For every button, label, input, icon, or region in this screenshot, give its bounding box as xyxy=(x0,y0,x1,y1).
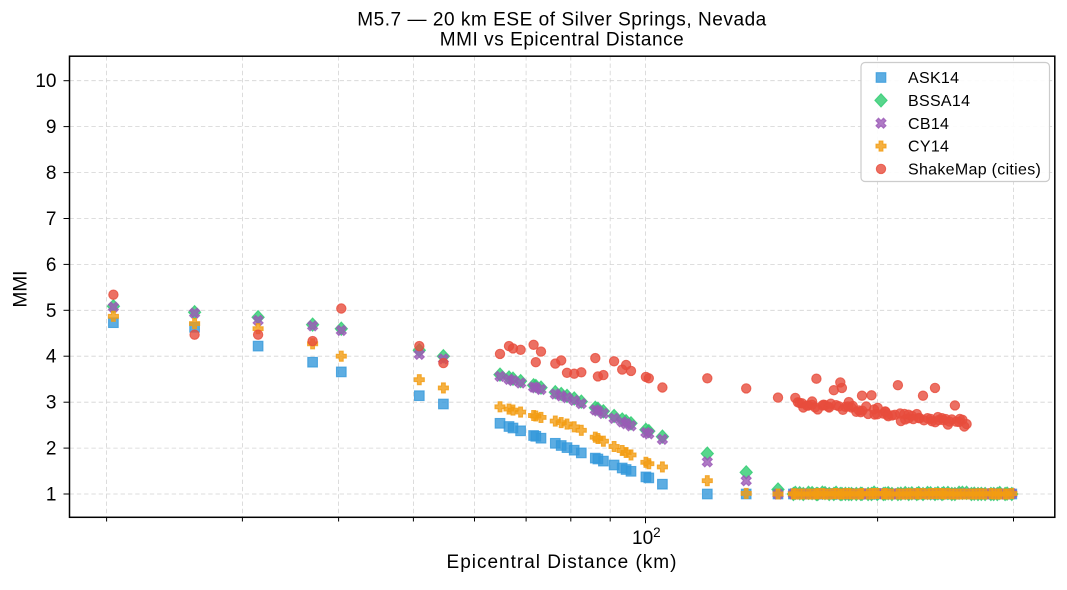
svg-text:M5.7 — 20 km ESE of Silver Spr: M5.7 — 20 km ESE of Silver Springs, Neva… xyxy=(357,10,767,31)
svg-text:8: 8 xyxy=(46,163,57,184)
svg-text:10: 10 xyxy=(35,71,56,92)
svg-text:ShakeMap (cities): ShakeMap (cities) xyxy=(908,162,1041,179)
svg-text:MMI vs Epicentral Distance: MMI vs Epicentral Distance xyxy=(440,29,684,50)
svg-text:MMI: MMI xyxy=(11,271,32,308)
svg-text:ASK14: ASK14 xyxy=(908,70,959,87)
svg-text:5: 5 xyxy=(46,301,57,322)
svg-text:6: 6 xyxy=(46,255,57,276)
svg-text:9: 9 xyxy=(46,117,57,138)
svg-text:2: 2 xyxy=(46,439,57,460)
svg-text:CB14: CB14 xyxy=(908,116,949,133)
svg-text:Epicentral Distance (km): Epicentral Distance (km) xyxy=(447,552,678,573)
svg-text:BSSA14: BSSA14 xyxy=(908,93,970,110)
svg-text:3: 3 xyxy=(46,393,57,414)
svg-text:4: 4 xyxy=(46,347,57,368)
svg-text:7: 7 xyxy=(46,209,57,230)
svg-text:1: 1 xyxy=(46,485,57,506)
svg-text:CY14: CY14 xyxy=(908,139,949,156)
